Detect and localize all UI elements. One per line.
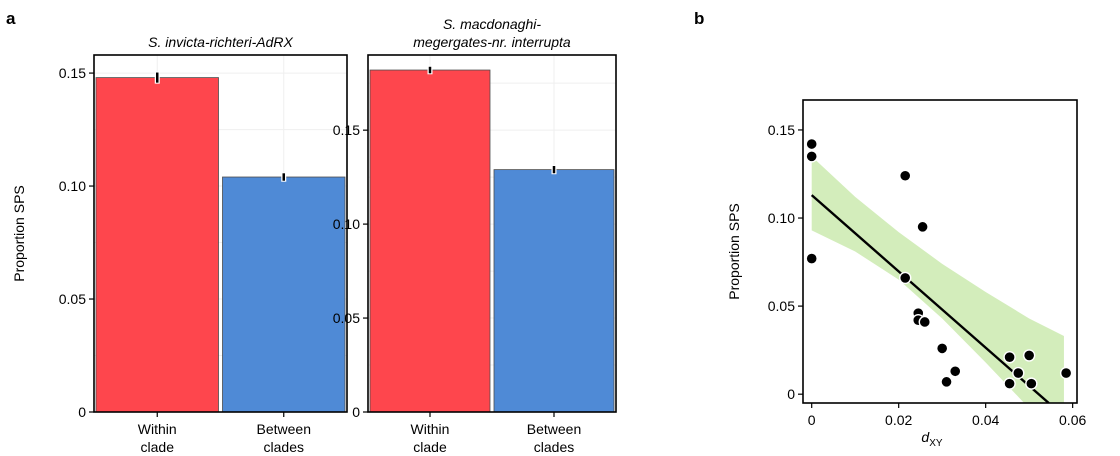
y-tick-label: 0.15: [59, 65, 86, 81]
bar-between-clades: [493, 169, 615, 413]
plot-frame: [367, 54, 617, 413]
data-point: [1059, 366, 1073, 380]
x-tick-label: clades: [534, 439, 574, 455]
x-tick-label: clade: [141, 439, 175, 455]
data-point: [1012, 366, 1025, 380]
x-tick-label: 0.06: [1059, 412, 1086, 428]
data-point: [805, 137, 818, 151]
y-axis-label: Proportion SPS: [11, 185, 27, 282]
panel-label-a: a: [6, 9, 16, 28]
bar-chart-macdonaghi: 0 0.05 0.10 0.15 Within clade Between clades S. …: [333, 16, 617, 455]
x-axis-label-subscript: XY: [929, 438, 943, 449]
chart-title: S. invicta-richteri-AdRX: [148, 34, 293, 50]
data-point: [916, 220, 929, 234]
plot-frame: [802, 99, 1078, 404]
chart-title: S. macdonaghi-: [443, 16, 541, 32]
x-axis-label: dXY: [921, 429, 942, 449]
x-axis-label-main: d: [921, 429, 930, 445]
data-point: [1022, 349, 1036, 362]
data-point: [899, 169, 912, 182]
x-tick-label: Between: [257, 421, 311, 437]
x-tick-label: 0.04: [972, 412, 999, 428]
data-point: [805, 150, 818, 163]
x-tick-label: clades: [264, 439, 304, 455]
y-tick-label: 0.05: [59, 291, 86, 307]
x-tick-label: 0.02: [885, 412, 912, 428]
y-tick-label: 0: [787, 386, 795, 402]
data-point: [805, 252, 818, 265]
bar-chart-invicta: 0 0.05 0.10 0.15 Within clade Between clades S. …: [11, 34, 348, 455]
data-point: [1003, 350, 1016, 364]
y-tick-label: 0.10: [768, 210, 795, 226]
data-point: [899, 271, 912, 285]
y-tick-label: 0.15: [333, 122, 360, 138]
data-point: [940, 375, 953, 389]
chart-title: megergates-nr. interrupta: [413, 34, 571, 50]
data-point: [1025, 377, 1038, 390]
plot-frame: [93, 54, 348, 413]
data-point: [949, 365, 962, 378]
y-tick-label: 0: [352, 404, 360, 420]
data-point: [935, 342, 949, 355]
y-tick-label: 0.15: [768, 122, 795, 138]
y-tick-label: 0.10: [59, 178, 86, 194]
data-point: [918, 315, 931, 329]
y-axis-label: Proportion SPS: [726, 203, 742, 300]
confidence-band: [811, 156, 1064, 403]
regression-line: [810, 194, 1050, 403]
x-tick-label: Within: [138, 421, 177, 437]
panel-label-b: b: [694, 9, 704, 28]
bar-within-clade: [369, 69, 491, 413]
y-tick-label: 0.05: [768, 298, 795, 314]
x-tick-label: Between: [527, 421, 581, 437]
y-tick-label: 0: [78, 404, 86, 420]
x-tick-label: clade: [413, 439, 447, 455]
data-point: [1003, 377, 1016, 390]
x-tick-label: Within: [411, 421, 450, 437]
bar-between-clades: [222, 176, 346, 413]
bar-within-clade: [95, 77, 219, 413]
y-tick-label: 0.10: [333, 216, 360, 232]
x-tick-label: 0: [808, 412, 816, 428]
y-tick-label: 0.05: [333, 310, 360, 326]
scatter-chart-dxy: 0 0.05 0.10 0.15 0 0.02 0.04 0.06 Proportion SPS…: [726, 99, 1086, 449]
